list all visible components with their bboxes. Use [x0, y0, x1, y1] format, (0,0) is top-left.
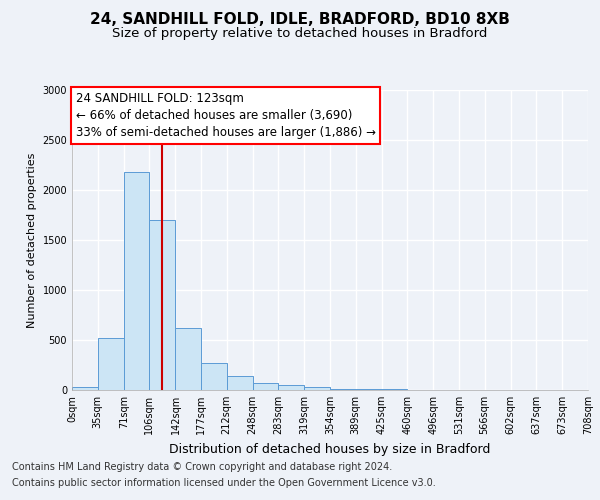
Text: 24, SANDHILL FOLD, IDLE, BRADFORD, BD10 8XB: 24, SANDHILL FOLD, IDLE, BRADFORD, BD10 … [90, 12, 510, 28]
Bar [72, 387, 98, 390]
Bar [149, 220, 175, 390]
Bar [304, 387, 330, 390]
Bar [253, 382, 278, 390]
Text: Size of property relative to detached houses in Bradford: Size of property relative to detached ho… [112, 28, 488, 40]
Bar [330, 388, 356, 390]
Text: Contains HM Land Registry data © Crown copyright and database right 2024.: Contains HM Land Registry data © Crown c… [12, 462, 392, 472]
Bar [227, 376, 253, 390]
Text: 24 SANDHILL FOLD: 123sqm
← 66% of detached houses are smaller (3,690)
33% of sem: 24 SANDHILL FOLD: 123sqm ← 66% of detach… [76, 92, 376, 139]
X-axis label: Distribution of detached houses by size in Bradford: Distribution of detached houses by size … [169, 442, 491, 456]
Y-axis label: Number of detached properties: Number of detached properties [27, 152, 37, 328]
Bar [175, 328, 201, 390]
Bar [124, 172, 149, 390]
Bar [201, 363, 227, 390]
Bar [278, 385, 304, 390]
Text: Contains public sector information licensed under the Open Government Licence v3: Contains public sector information licen… [12, 478, 436, 488]
Bar [98, 338, 124, 390]
Bar [356, 389, 382, 390]
